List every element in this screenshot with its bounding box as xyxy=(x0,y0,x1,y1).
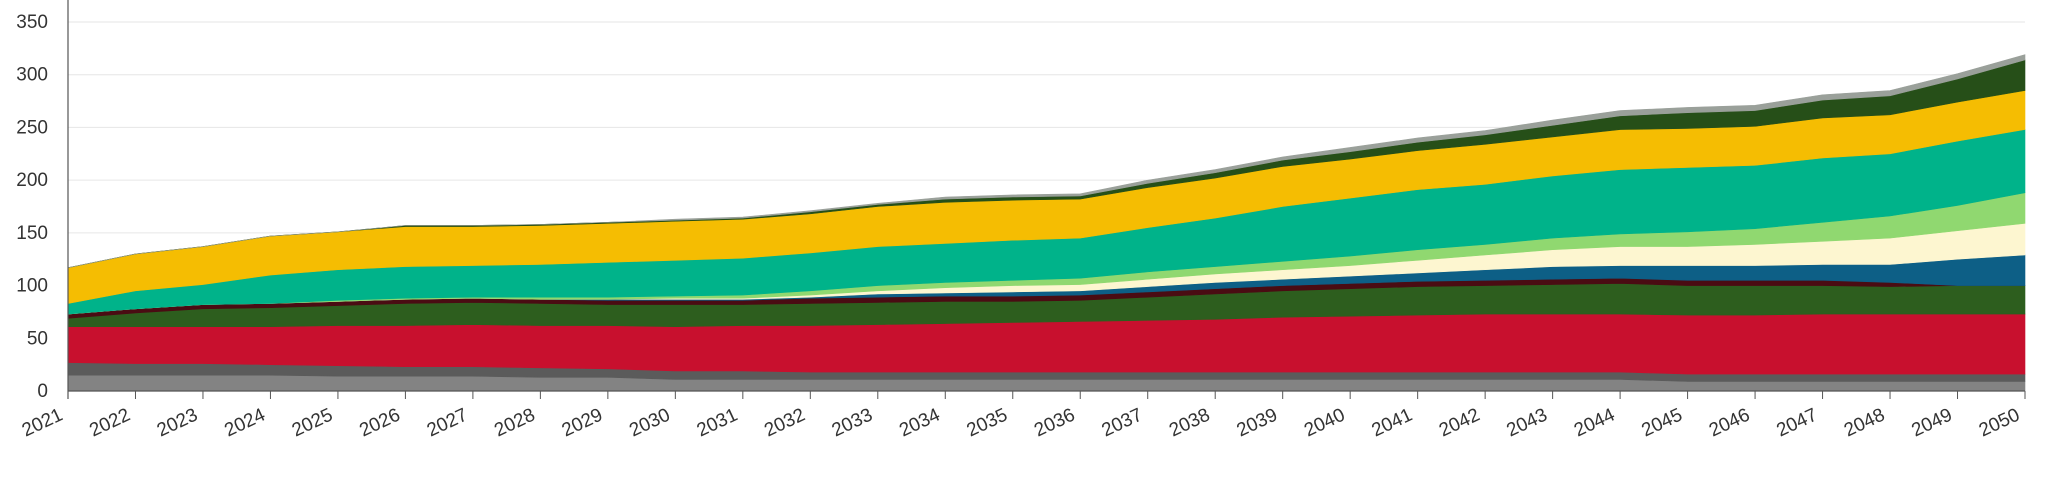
x-tick-label: 2047 xyxy=(1773,404,1820,441)
x-tick-label: 2021 xyxy=(19,404,66,441)
x-tick-label: 2048 xyxy=(1841,404,1888,441)
area-series xyxy=(67,54,2026,392)
x-tick-label: 2035 xyxy=(964,404,1011,441)
x-tick-label: 2043 xyxy=(1504,404,1551,441)
y-tick-label: 250 xyxy=(16,117,48,138)
y-tick-label: 300 xyxy=(16,65,48,86)
x-tick-label: 2024 xyxy=(221,404,269,441)
x-tick-label: 2046 xyxy=(1706,404,1753,441)
y-tick-label: 0 xyxy=(37,381,48,402)
x-tick-label: 2049 xyxy=(1908,404,1955,441)
x-axis: 2021 2022 2023 2024 2025 2026 2027 2028 2029 2030… xyxy=(19,390,2026,441)
x-tick-label: 2045 xyxy=(1639,404,1686,441)
y-tick-label: 100 xyxy=(16,276,48,297)
x-tick-label: 2032 xyxy=(761,404,808,441)
x-tick-label: 2033 xyxy=(829,404,876,441)
x-tick-label: 2025 xyxy=(289,404,336,441)
x-tick-label: 2022 xyxy=(86,404,133,441)
x-tick-label: 2037 xyxy=(1099,404,1146,441)
y-tick-label: 50 xyxy=(27,328,48,349)
x-tick-label: 2039 xyxy=(1234,404,1281,441)
x-tick-label: 2050 xyxy=(1976,404,2023,441)
x-tick-label: 2023 xyxy=(154,404,201,441)
x-tick-label: 2029 xyxy=(559,404,606,441)
x-tick-label: 2038 xyxy=(1166,404,1213,441)
x-tick-label: 2040 xyxy=(1301,404,1348,441)
y-tick-label: 150 xyxy=(16,223,48,244)
x-tick-label: 2028 xyxy=(491,404,538,441)
x-tick-label: 2027 xyxy=(424,404,471,441)
x-tick-label: 2042 xyxy=(1436,404,1483,441)
x-tick-label: 2041 xyxy=(1369,404,1416,441)
x-tick-label: 2031 xyxy=(694,404,741,441)
area-series-12 xyxy=(67,54,2026,268)
y-axis: 0 50 100 150 200 250 300 350 xyxy=(16,0,69,402)
x-tick-label: 2044 xyxy=(1571,404,1619,441)
x-tick-label: 2034 xyxy=(896,404,944,441)
x-tick-label: 2036 xyxy=(1031,404,1078,441)
x-tick-label: 2030 xyxy=(626,404,673,441)
y-tick-label: 350 xyxy=(16,12,48,33)
y-tick-label: 200 xyxy=(16,170,48,191)
x-tick-label: 2026 xyxy=(356,404,403,441)
